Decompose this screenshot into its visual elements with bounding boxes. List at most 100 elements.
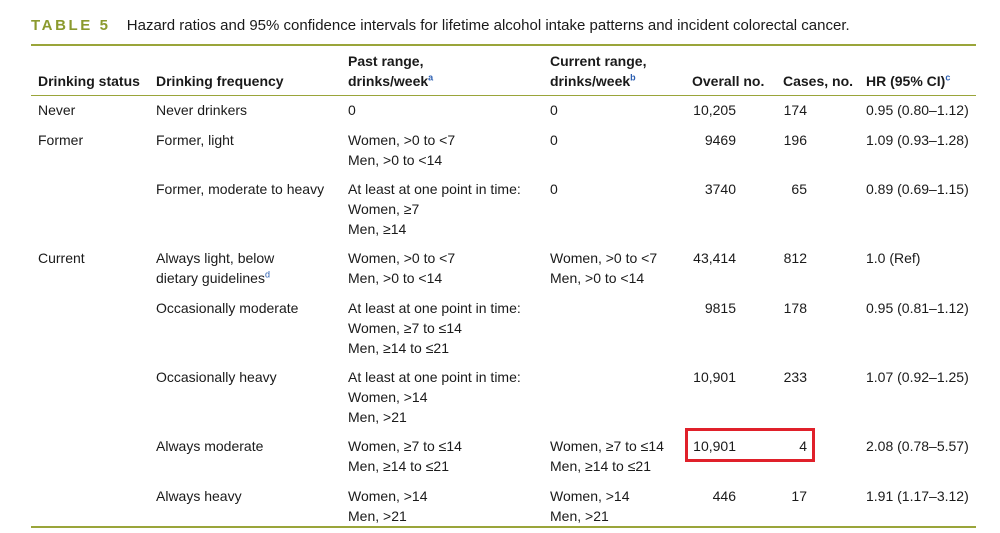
cell-past-range: At least at one point in time: Women, >14… — [348, 367, 521, 427]
cell-overall-no: 9469 — [704, 132, 736, 148]
header-overall-no: Overall no. — [692, 73, 765, 89]
cell-cases-no: 233 — [783, 369, 807, 385]
cell-hr: 0.95 (0.80–1.12) — [866, 102, 969, 118]
header-hr: HR (95% CI)c — [866, 71, 950, 91]
cell-overall-no: 10,901 — [693, 369, 736, 385]
cell-line: Women, >14 — [348, 389, 428, 405]
cell-line: Men, >0 to <14 — [348, 152, 443, 168]
header-drinking-status: Drinking status — [38, 73, 140, 89]
cell-line: Women, >14 — [550, 488, 630, 504]
cell-line: Men, >21 — [550, 508, 609, 524]
cell-drinking-frequency: Occasionally moderate — [156, 298, 298, 318]
table-label: TABLE 5 — [31, 17, 111, 34]
cell-line: Women, ≥7 to ≤14 — [348, 438, 462, 454]
cell-line: 0 — [550, 181, 558, 197]
header-hr-label: HR (95% CI) — [866, 73, 946, 89]
cell-line: Women, ≥7 — [348, 201, 420, 217]
cell-overall-no: 9815 — [704, 300, 736, 316]
cell-line: Former, moderate to heavy — [156, 181, 325, 197]
cell-line: dietary guidelines — [156, 270, 265, 286]
cell-line: At least at one point in time: — [348, 369, 521, 385]
cell-cases-no: 178 — [783, 300, 807, 316]
cell-overall-no: 10,901 — [693, 438, 736, 454]
cell-line: Men, ≥14 to ≤21 — [348, 340, 449, 356]
header-past-range-line2: drinks/week — [348, 73, 429, 89]
cell-current-range: 0 — [550, 130, 558, 150]
cell-line: Never drinkers — [156, 102, 248, 118]
footnote-b[interactable]: b — [630, 72, 636, 83]
cell-line: 0 — [550, 102, 558, 118]
cell-line: Women, >0 to <7 — [348, 132, 456, 148]
header-current-range-line2: drinks/week — [550, 73, 631, 89]
footnote-c[interactable]: c — [945, 72, 951, 83]
cell-hr: 1.0 (Ref) — [866, 250, 921, 266]
header-past-range: Past range, drinks/weeka — [348, 51, 433, 91]
table-title: Hazard ratios and 95% confidence interva… — [126, 17, 850, 34]
cell-cases-no: 17 — [791, 488, 807, 504]
cell-line: At least at one point in time: — [348, 300, 521, 316]
cell-line: Women, ≥7 to ≤14 — [348, 320, 462, 336]
cell-line: Always light, below — [156, 250, 275, 266]
cell-current-range: Women, ≥7 to ≤14 Men, ≥14 to ≤21 — [550, 436, 664, 476]
cell-overall-no: 446 — [712, 488, 736, 504]
cell-cases-no: 812 — [783, 250, 807, 266]
cell-line: Women, >0 to <7 — [550, 250, 658, 266]
header-cases-no: Cases, no. — [783, 73, 854, 89]
cell-drinking-frequency: Occasionally heavy — [156, 367, 277, 387]
cell-cases-no: 4 — [799, 438, 807, 454]
cell-hr: 1.91 (1.17–3.12) — [866, 488, 969, 504]
cell-line: Women, ≥7 to ≤14 — [550, 438, 664, 454]
cell-drinking-frequency: Former, moderate to heavy — [156, 179, 324, 199]
top-rule — [31, 44, 976, 46]
header-drinking-frequency: Drinking frequency — [156, 73, 284, 89]
cell-line: Men, ≥14 to ≤21 — [550, 458, 651, 474]
cell-line: Always heavy — [156, 488, 242, 504]
cell-past-range: Women, >0 to <7 Men, >0 to <14 — [348, 248, 455, 288]
cell-drinking-frequency: Never drinkers — [156, 100, 247, 120]
bottom-rule — [31, 526, 976, 528]
header-past-range-line1: Past range, — [348, 53, 424, 69]
cell-line: 0 — [348, 102, 356, 118]
cell-drinking-status: Never — [38, 102, 76, 118]
cell-line: At least at one point in time: — [348, 181, 521, 197]
cell-current-range: Women, >0 to <7 Men, >0 to <14 — [550, 248, 657, 288]
cell-drinking-status: Current — [38, 250, 85, 266]
cell-past-range: At least at one point in time: Women, ≥7 … — [348, 298, 521, 358]
cell-line: 0 — [550, 132, 558, 148]
cell-cases-no: 196 — [783, 132, 807, 148]
cell-line: Men, >21 — [348, 508, 407, 524]
cell-drinking-frequency: Always light, below dietary guidelinesd — [156, 248, 274, 288]
cell-current-range: 0 — [550, 100, 558, 120]
cell-past-range: Women, >0 to <7 Men, >0 to <14 — [348, 130, 455, 170]
cell-cases-no: 65 — [791, 181, 807, 197]
cell-line: Men, >0 to <14 — [550, 270, 645, 286]
cell-line: Men, ≥14 — [348, 221, 407, 237]
cell-hr: 0.89 (0.69–1.15) — [866, 181, 969, 197]
cell-past-range: At least at one point in time: Women, ≥7 M… — [348, 179, 521, 239]
footnote-d[interactable]: d — [264, 269, 270, 280]
cell-overall-no: 43,414 — [693, 250, 736, 266]
cell-line: Occasionally moderate — [156, 300, 299, 316]
cell-line: Men, ≥14 to ≤21 — [348, 458, 449, 474]
cell-hr: 0.95 (0.81–1.12) — [866, 300, 969, 316]
cell-hr: 2.08 (0.78–5.57) — [866, 438, 969, 454]
cell-current-range: Women, >14 Men, >21 — [550, 486, 630, 526]
header-rule — [31, 95, 976, 96]
cell-hr: 1.09 (0.93–1.28) — [866, 132, 969, 148]
table-caption: TABLE 5 Hazard ratios and 95% confidence… — [31, 17, 850, 34]
cell-drinking-frequency: Always heavy — [156, 486, 242, 506]
cell-line: Occasionally heavy — [156, 369, 277, 385]
cell-line: Women, >14 — [348, 488, 428, 504]
cell-drinking-frequency: Always moderate — [156, 436, 263, 456]
cell-line: Always moderate — [156, 438, 264, 454]
cell-current-range: 0 — [550, 179, 558, 199]
highlight-box — [685, 428, 815, 462]
header-current-range: Current range, drinks/weekb — [550, 51, 646, 91]
header-current-range-line1: Current range, — [550, 53, 647, 69]
cell-line: Men, >0 to <14 — [348, 270, 443, 286]
cell-overall-no: 10,205 — [693, 102, 736, 118]
cell-line: Women, >0 to <7 — [348, 250, 456, 266]
cell-overall-no: 3740 — [704, 181, 736, 197]
footnote-a[interactable]: a — [428, 72, 434, 83]
cell-drinking-status: Former — [38, 132, 84, 148]
